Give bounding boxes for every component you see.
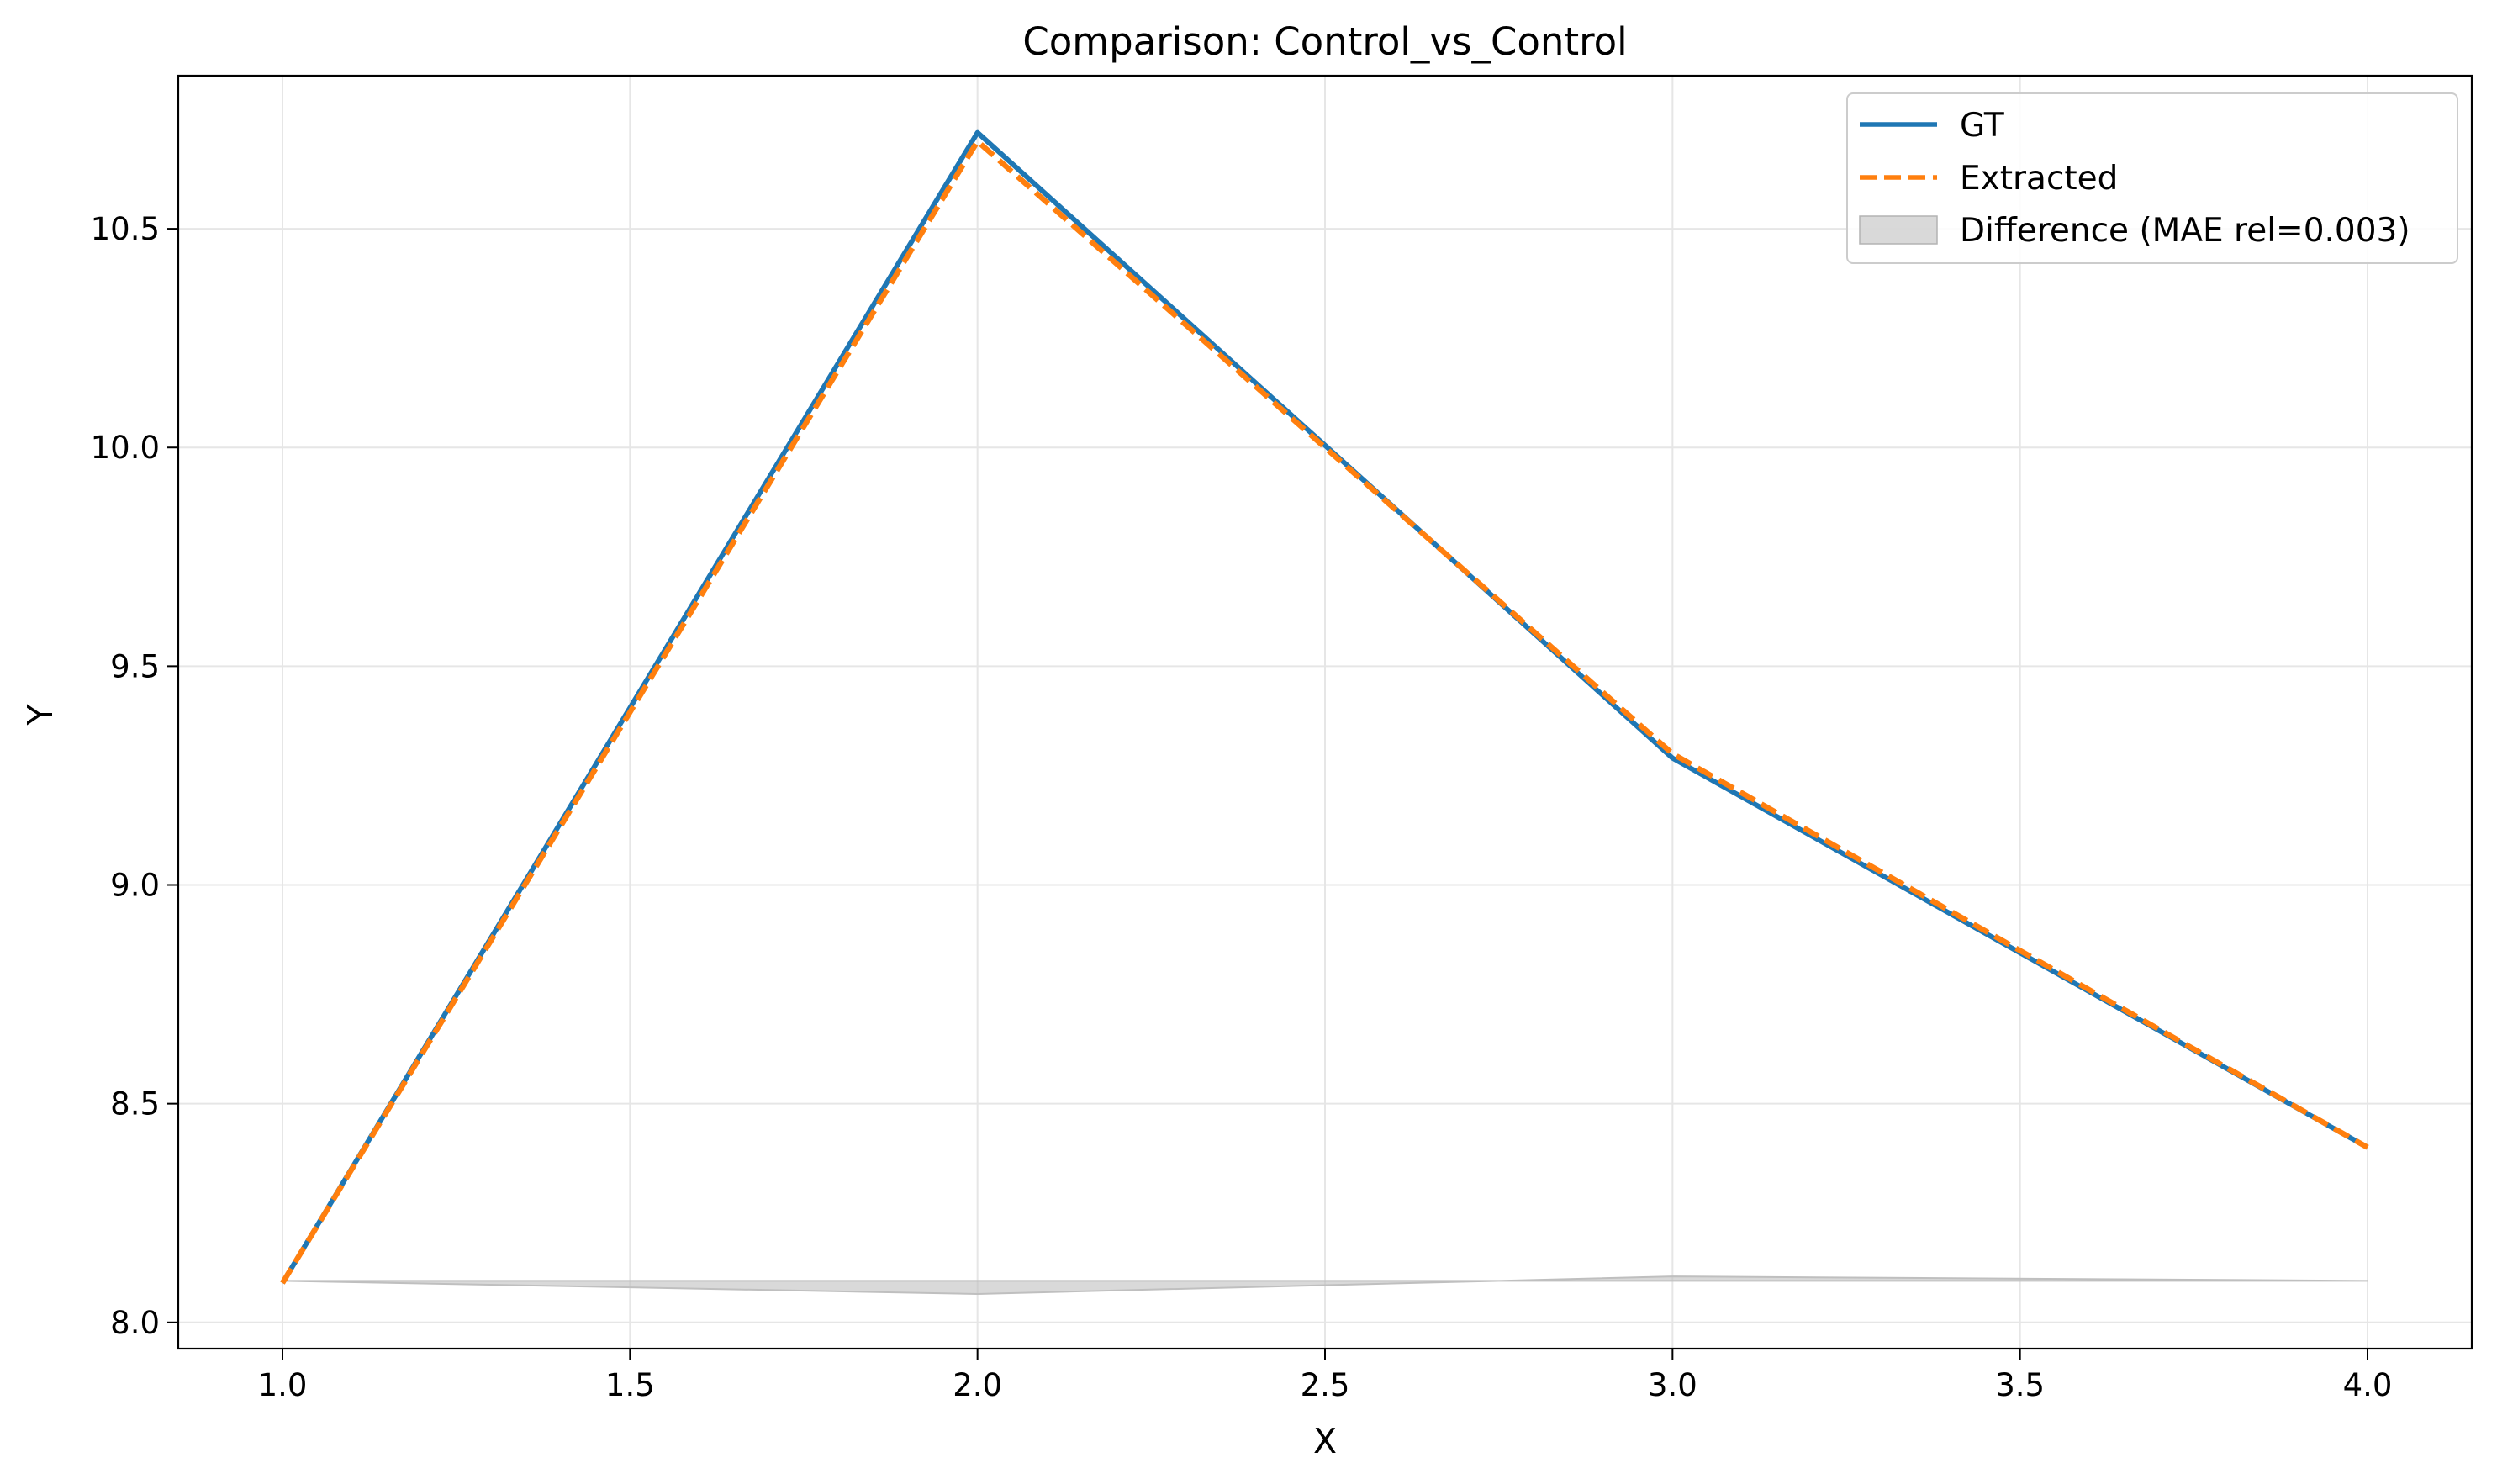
x-tick-label: 3.0 xyxy=(1648,1367,1697,1403)
legend-gt-label: GT xyxy=(1960,107,2004,145)
series-layer xyxy=(280,129,2369,1285)
x-tick-label: 2.0 xyxy=(953,1367,1002,1403)
legend-difference-swatch xyxy=(1859,215,1938,245)
difference-area-layer xyxy=(282,1275,2368,1295)
legend-difference-label: Difference (MAE rel=0.003) xyxy=(1960,212,2410,250)
legend: GT Extracted Difference (MAE rel=0.003) xyxy=(1846,92,2458,264)
x-tick-label: 4.0 xyxy=(2343,1367,2393,1403)
difference-area xyxy=(282,1275,2368,1295)
x-axis-label: X xyxy=(1313,1421,1337,1461)
chart-title: Comparison: Control_vs_Control xyxy=(1022,19,1627,64)
x-tick-label: 3.5 xyxy=(1995,1367,2045,1403)
y-tick-label: 9.5 xyxy=(110,648,160,684)
y-tick-label: 10.0 xyxy=(91,430,160,466)
x-axis-ticks: 1.0 1.5 2.0 2.5 3.0 3.5 4.0 xyxy=(258,1349,2393,1403)
y-tick-label: 10.5 xyxy=(91,211,160,247)
x-tick-label: 1.5 xyxy=(605,1367,655,1403)
y-tick-label: 9.0 xyxy=(110,868,160,904)
legend-box xyxy=(1846,92,2458,264)
x-tick-label: 2.5 xyxy=(1301,1367,1350,1403)
y-axis-label: Y xyxy=(20,704,61,726)
series-line-extracted xyxy=(280,138,2369,1285)
y-tick-label: 8.5 xyxy=(110,1086,160,1122)
x-tick-label: 1.0 xyxy=(258,1367,308,1403)
y-axis-ticks: 8.0 8.5 9.0 9.5 10.0 10.5 xyxy=(91,211,178,1341)
legend-extracted-label: Extracted xyxy=(1960,160,2118,198)
y-tick-label: 8.0 xyxy=(110,1305,160,1341)
